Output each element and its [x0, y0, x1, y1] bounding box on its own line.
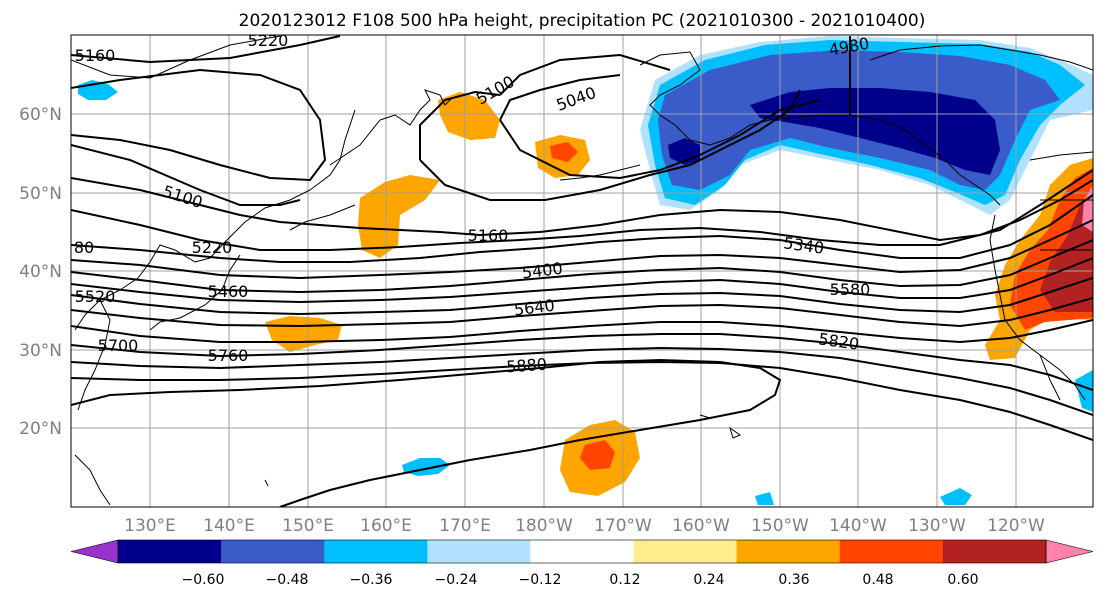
- lon-label: 140°E: [203, 516, 255, 536]
- contour-label: 5460: [208, 282, 249, 301]
- contour-label: 5520: [75, 287, 116, 306]
- lat-label: 40°N: [19, 262, 62, 282]
- lon-label: 150°E: [282, 516, 334, 536]
- colorbar-tick-label: 0.36: [778, 572, 809, 588]
- pos-anomaly-kurils: [358, 175, 440, 258]
- colorbar-segment: [118, 540, 222, 563]
- contour-label: 5220: [192, 238, 233, 257]
- colorbar-tick-label: 0.60: [947, 572, 978, 588]
- colorbar-extend-low: [70, 539, 119, 564]
- neg-anomaly-south-spot2: [940, 488, 972, 505]
- colorbar-tick-labels: −0.60 −0.48 −0.36 −0.24 −0.12 0.12 0.24 …: [182, 572, 979, 588]
- lat-label: 50°N: [19, 184, 62, 204]
- colorbar: [70, 539, 1094, 564]
- contour-label: 5400: [521, 259, 564, 283]
- precip-shading: [78, 36, 1093, 505]
- colorbar-segment: [324, 540, 428, 563]
- lat-label: 20°N: [19, 419, 62, 439]
- lon-label: 160°E: [360, 516, 412, 536]
- colorbar-tick-label: −0.36: [350, 572, 393, 588]
- colorbar-segment: [736, 540, 841, 563]
- neg-anomaly-baja-spot: [1075, 370, 1093, 412]
- longitude-labels: 130°E 140°E 150°E 160°E 170°E 180°W 170°…: [124, 516, 1045, 536]
- coastlines: [71, 35, 1093, 506]
- colorbar-segment: [427, 540, 531, 563]
- map-panel: 5220 5160 5100 5040 4980 5100 5160 5220 …: [70, 31, 1094, 508]
- contour-label: 5640: [513, 296, 556, 320]
- contour-label: 5580: [830, 280, 871, 299]
- contour-label: 5760: [208, 346, 249, 365]
- contour-label: 5160: [468, 226, 509, 245]
- lon-label: 170°E: [439, 516, 491, 536]
- colorbar-tick-label: 0.48: [862, 572, 893, 588]
- colorbar-segment: [633, 540, 738, 563]
- lon-label: 150°W: [751, 516, 809, 536]
- colorbar-extend-high: [1045, 539, 1094, 564]
- contour-label: 5160: [75, 46, 116, 65]
- colorbar-segment: [221, 540, 325, 563]
- contour-label: 80: [74, 238, 94, 257]
- contour-labels: 5220 5160 5100 5040 4980 5100 5160 5220 …: [74, 31, 871, 377]
- contour-label: 5700: [98, 336, 139, 355]
- lon-label: 140°W: [829, 516, 887, 536]
- colorbar-border: [117, 539, 1047, 564]
- contour-label: 5880: [506, 355, 548, 377]
- lon-label: 160°W: [672, 516, 730, 536]
- contour-label: 5220: [248, 31, 289, 50]
- lon-label: 130°E: [124, 516, 176, 536]
- colorbar-tick-label: −0.24: [435, 572, 478, 588]
- lat-label: 30°N: [19, 341, 62, 361]
- lon-label: 130°W: [908, 516, 966, 536]
- colorbar-tick-label: −0.60: [182, 572, 225, 588]
- colorbar-tick-label: −0.12: [519, 572, 562, 588]
- colorbar-segment: [942, 540, 1047, 563]
- lon-label: 180°W: [515, 516, 573, 536]
- colorbar-tick-label: 0.24: [693, 572, 724, 588]
- lat-label: 60°N: [19, 105, 62, 125]
- colorbar-tick-label: 0.12: [609, 572, 640, 588]
- colorbar-segment: [839, 540, 944, 563]
- latitude-labels: 60°N 50°N 40°N 30°N 20°N: [19, 105, 62, 439]
- pos-anomaly-okhotsk: [438, 92, 500, 140]
- height-contours: [71, 35, 1093, 507]
- figure-title: 2020123012 F108 500 hPa height, precipit…: [239, 11, 926, 31]
- map-frame: [70, 34, 1094, 508]
- lon-label: 120°W: [987, 516, 1045, 536]
- neg-anomaly-south-spot1: [755, 492, 774, 505]
- lon-label: 170°W: [594, 516, 652, 536]
- colorbar-segment: [530, 540, 635, 563]
- pos-anomaly-aleutian-south-inner: [550, 142, 578, 162]
- pos-anomaly-hawaii-inner: [580, 440, 615, 470]
- colorbar-tick-label: −0.48: [266, 572, 309, 588]
